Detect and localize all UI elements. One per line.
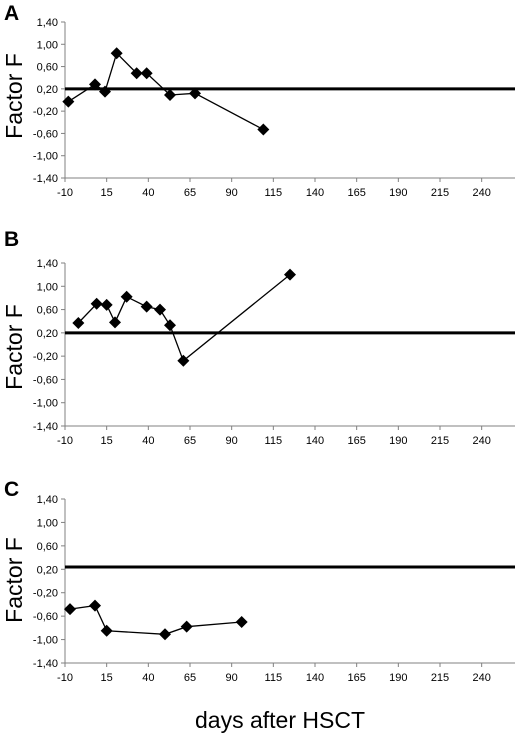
data-point: [140, 67, 153, 80]
x-tick-label: 40: [142, 672, 154, 684]
data-point: [89, 78, 101, 91]
x-tick-label: 140: [306, 672, 324, 684]
data-point: [130, 67, 143, 80]
y-tick-label: 1,00: [37, 281, 58, 293]
x-tick-label: -10: [57, 435, 73, 447]
x-tick-label: 215: [431, 672, 449, 684]
y-tick-label: 1,40: [37, 258, 58, 270]
x-tick-label: 90: [226, 187, 238, 199]
data-point: [284, 268, 296, 281]
y-tick-label: -1,40: [33, 658, 58, 670]
series-line: [67, 51, 264, 131]
x-tick-label: 165: [347, 435, 365, 447]
x-tick-label: 115: [265, 672, 283, 684]
y-tick-label: 1,40: [37, 494, 58, 506]
panel-letter: C: [4, 478, 19, 501]
data-point: [64, 603, 76, 616]
data-point: [159, 628, 171, 641]
data-point: [62, 95, 75, 108]
x-tick-label: 165: [347, 187, 365, 199]
y-axis-label: Factor F: [1, 537, 27, 623]
y-tick-label: -0,60: [33, 374, 58, 386]
x-tick-label: 190: [389, 187, 407, 199]
x-tick-label: -10: [57, 672, 73, 684]
y-tick-label: 0,20: [37, 328, 58, 340]
y-tick-label: -0,20: [33, 588, 58, 600]
data-point: [235, 616, 248, 628]
data-point: [257, 123, 270, 136]
x-tick-label: 215: [431, 435, 449, 447]
panel-a: A Factor F 1,40 1,00 0,60 0,20 -0,20 -0,60 -1,00…: [1, 2, 515, 199]
x-tick-label: 90: [226, 435, 238, 447]
data-point: [90, 297, 103, 310]
x-tick-label: 190: [389, 672, 407, 684]
data-point: [177, 354, 190, 367]
x-tick-label: 115: [265, 435, 283, 447]
y-tick-label: -1,00: [33, 398, 58, 410]
y-tick-label: 1,00: [37, 39, 58, 51]
panel-letter: B: [4, 228, 19, 251]
x-tick-label: 90: [226, 672, 238, 684]
panel-b: B Factor F 1,40 1,00 0,60 0,20 -0,20 -0,60 -1,00…: [1, 228, 515, 447]
y-tick-label: 1,40: [37, 17, 58, 29]
y-tick-label: -1,40: [33, 421, 58, 433]
y-tick-label: -1,00: [33, 151, 58, 163]
x-axis-label: days after HSCT: [195, 707, 365, 733]
data-point: [99, 85, 111, 98]
x-tick-label: -10: [57, 187, 73, 199]
x-tick-label: 15: [101, 187, 113, 199]
y-tick-label: 0,60: [37, 62, 58, 74]
x-tick-label: 115: [265, 187, 283, 199]
data-point: [189, 87, 201, 100]
x-tick-label: 65: [184, 672, 196, 684]
x-tick-label: 240: [472, 435, 490, 447]
data-point: [100, 624, 113, 637]
data-point: [154, 303, 166, 316]
y-tick-label: 0,20: [37, 564, 58, 576]
data-point: [164, 319, 176, 332]
x-tick-label: 15: [101, 435, 113, 447]
panel-c: C Factor F 1,40 1,00 0,60 0,20 -0,20 -0,60 -1,00…: [1, 478, 515, 684]
x-tick-label: 165: [347, 672, 365, 684]
panel-letter: A: [4, 2, 19, 25]
data-point: [140, 300, 153, 313]
y-tick-label: 0,60: [37, 541, 58, 553]
x-tick-label: 65: [184, 435, 196, 447]
y-tick-label: 0,60: [37, 305, 58, 317]
y-tick-label: -1,40: [33, 173, 58, 185]
x-tick-label: 190: [389, 435, 407, 447]
data-point: [72, 316, 85, 329]
data-point: [120, 290, 133, 303]
x-tick-label: 15: [101, 672, 113, 684]
y-tick-label: -0,20: [33, 106, 58, 118]
y-axis-label: Factor F: [1, 53, 27, 139]
x-tick-label: 215: [431, 187, 449, 199]
data-point: [109, 316, 121, 329]
data-point: [89, 599, 101, 612]
y-axis-label: Factor F: [1, 304, 27, 390]
y-tick-label: 1,00: [37, 517, 58, 529]
data-point: [180, 620, 193, 633]
y-tick-label: -0,20: [33, 351, 58, 363]
data-point: [100, 298, 113, 311]
series-line: [77, 274, 291, 362]
y-tick-label: -0,60: [33, 128, 58, 140]
y-tick-label: -1,00: [33, 635, 58, 647]
x-tick-label: 140: [306, 187, 324, 199]
x-tick-label: 65: [184, 187, 196, 199]
data-point: [164, 88, 176, 101]
x-tick-label: 40: [142, 187, 154, 199]
y-tick-label: -0,60: [33, 611, 58, 623]
y-tick-label: 0,20: [37, 84, 58, 96]
x-tick-label: 140: [306, 435, 324, 447]
x-tick-label: 240: [472, 187, 490, 199]
x-tick-label: 240: [472, 672, 490, 684]
x-tick-label: 40: [142, 435, 154, 447]
data-point: [110, 47, 123, 60]
